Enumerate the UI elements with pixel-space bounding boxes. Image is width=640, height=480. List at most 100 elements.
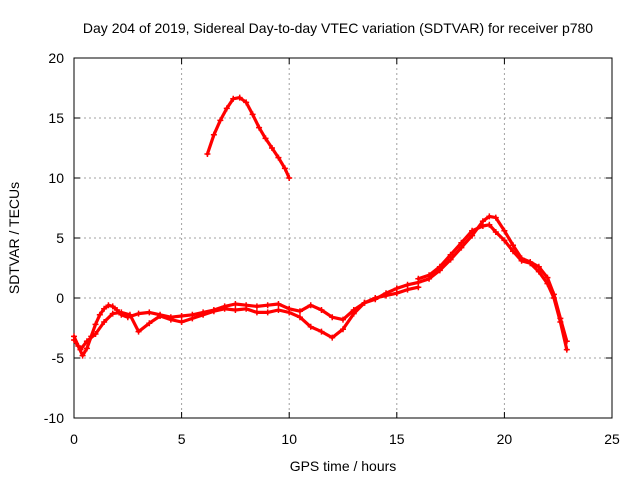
data-point: [221, 305, 228, 312]
series-line: [205, 95, 291, 180]
y-tick-label: -5: [52, 350, 65, 366]
data-point: [307, 323, 314, 330]
y-tick-label: 20: [48, 50, 64, 66]
y-tick-label: 5: [56, 230, 64, 246]
data-point: [404, 286, 411, 293]
data-point: [126, 311, 133, 318]
data-point: [167, 316, 174, 323]
data-point: [510, 242, 517, 249]
data-point: [501, 237, 508, 244]
data-point: [256, 124, 263, 131]
data-point: [83, 345, 90, 352]
data-point: [96, 311, 103, 318]
x-tick-label: 10: [281, 431, 297, 447]
grid-lines: [74, 58, 612, 418]
data-point: [109, 303, 116, 310]
data-point: [296, 314, 303, 321]
data-point: [527, 260, 534, 267]
data-point: [281, 165, 288, 172]
data-point: [189, 315, 196, 322]
data-point: [92, 321, 99, 328]
data-point: [544, 280, 551, 287]
data-point: [217, 117, 224, 124]
data-point: [501, 227, 508, 234]
data-point: [361, 299, 368, 306]
data-point: [486, 213, 493, 220]
x-tick-label: 15: [389, 431, 405, 447]
data-point: [557, 319, 564, 325]
data-point: [307, 302, 314, 309]
data-point: [101, 319, 108, 325]
series-track-4: [415, 213, 570, 345]
data-point: [340, 326, 346, 333]
data-point: [318, 307, 325, 313]
data-point: [109, 310, 116, 317]
data-point: [157, 313, 164, 319]
data-point: [243, 305, 250, 312]
series-line: [416, 223, 569, 352]
data-point: [275, 307, 282, 313]
data-point: [286, 309, 293, 316]
data-point: [232, 307, 239, 313]
axis-ticks: 0 5 10 15 20 25 -10 -5 0 5 10 15 20: [44, 50, 620, 447]
data-point: [563, 346, 570, 353]
data-point: [535, 268, 542, 275]
data-point: [77, 346, 84, 353]
data-point: [275, 154, 282, 161]
data-point: [436, 263, 443, 270]
data-point: [230, 95, 237, 102]
y-tick-label: 0: [56, 290, 64, 306]
data-point: [253, 303, 260, 310]
data-point: [458, 239, 465, 246]
data-point: [383, 292, 390, 299]
data-point: [486, 221, 493, 228]
data-point: [492, 214, 499, 221]
data-point: [264, 302, 271, 309]
data-point: [105, 302, 112, 309]
data-point: [236, 94, 243, 101]
data-point: [135, 310, 142, 317]
series-track-5: [415, 221, 570, 353]
data-point: [204, 151, 211, 157]
y-tick-label: 10: [48, 170, 64, 186]
data-point: [178, 313, 185, 319]
data-point: [275, 301, 282, 307]
data-point: [232, 301, 239, 307]
x-tick-label: 25: [604, 431, 620, 447]
y-tick-label: -10: [44, 410, 64, 426]
series-line: [72, 280, 420, 358]
data-series: [71, 94, 570, 359]
x-tick-label: 20: [497, 431, 513, 447]
series-line: [72, 285, 420, 352]
x-tick-label: 0: [70, 431, 78, 447]
data-point: [264, 309, 271, 316]
data-point: [223, 105, 230, 112]
data-point: [118, 309, 125, 316]
data-point: [393, 290, 400, 297]
data-point: [249, 111, 256, 118]
data-point: [518, 257, 525, 264]
data-point: [286, 175, 293, 181]
data-point: [101, 305, 108, 312]
data-point: [415, 275, 422, 282]
data-point: [329, 334, 336, 341]
data-point: [178, 319, 185, 325]
series-track-2: [71, 284, 422, 353]
data-point: [243, 99, 250, 106]
y-axis-label: SDTVAR / TECUs: [6, 182, 22, 294]
data-point: [268, 145, 275, 151]
data-point: [79, 352, 86, 359]
data-point: [544, 274, 551, 281]
data-point: [262, 135, 269, 142]
x-axis-label: GPS time / hours: [290, 458, 397, 474]
series-track-1: [71, 279, 422, 359]
data-point: [296, 308, 303, 315]
data-point: [372, 295, 379, 301]
data-point: [492, 229, 499, 235]
data-point: [426, 272, 433, 279]
data-point: [469, 227, 476, 234]
data-point: [479, 223, 486, 229]
x-tick-label: 5: [178, 431, 186, 447]
series-track-3: [204, 94, 293, 181]
